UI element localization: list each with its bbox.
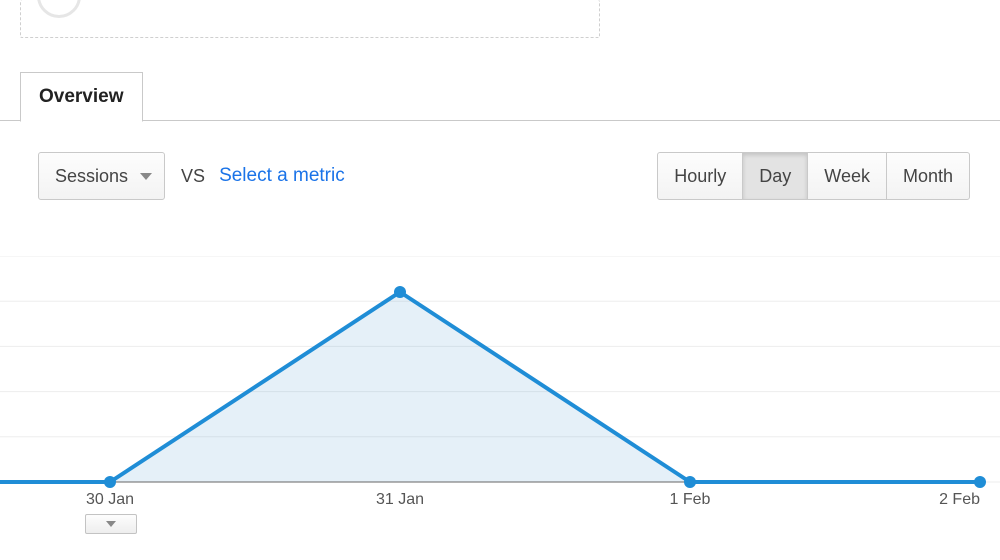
granularity-week[interactable]: Week bbox=[807, 152, 887, 200]
chevron-down-icon bbox=[106, 521, 116, 527]
chart-point[interactable] bbox=[684, 476, 696, 488]
tab-strip-divider bbox=[0, 120, 1000, 121]
primary-metric-dropdown[interactable]: Sessions bbox=[38, 152, 165, 200]
granularity-label: Month bbox=[903, 166, 953, 187]
granularity-label: Week bbox=[824, 166, 870, 187]
primary-metric-label: Sessions bbox=[55, 166, 128, 187]
chevron-down-icon bbox=[140, 173, 152, 180]
x-tick-label: 30 Jan bbox=[86, 491, 134, 508]
granularity-day[interactable]: Day bbox=[742, 152, 808, 200]
timeline-scroll-handle[interactable] bbox=[85, 514, 137, 534]
time-granularity-segmented: Hourly Day Week Month bbox=[657, 152, 970, 200]
chart-point[interactable] bbox=[974, 476, 986, 488]
chart-point[interactable] bbox=[104, 476, 116, 488]
select-compare-metric-link[interactable]: Select a metric bbox=[219, 165, 345, 187]
tab-label: Overview bbox=[39, 86, 124, 108]
chart-point[interactable] bbox=[394, 286, 406, 298]
empty-card-placeholder bbox=[20, 0, 600, 38]
granularity-label: Hourly bbox=[674, 166, 726, 187]
granularity-month[interactable]: Month bbox=[886, 152, 970, 200]
x-tick-label: 31 Jan bbox=[376, 491, 424, 508]
granularity-label: Day bbox=[759, 166, 791, 187]
placeholder-circle-icon bbox=[37, 0, 81, 18]
sessions-chart-svg: 30 Jan 31 Jan 1 Feb 2 Feb bbox=[0, 256, 1000, 540]
tab-overview[interactable]: Overview bbox=[20, 72, 143, 122]
sessions-chart: 30 Jan 31 Jan 1 Feb 2 Feb bbox=[0, 256, 1000, 540]
x-tick-label: 1 Feb bbox=[670, 491, 711, 508]
x-tick-label: 2 Feb bbox=[939, 491, 980, 508]
granularity-hourly[interactable]: Hourly bbox=[657, 152, 743, 200]
vs-label: VS bbox=[181, 166, 205, 187]
chart-controls-row: Sessions VS Select a metric Hourly Day Wee… bbox=[38, 145, 970, 207]
